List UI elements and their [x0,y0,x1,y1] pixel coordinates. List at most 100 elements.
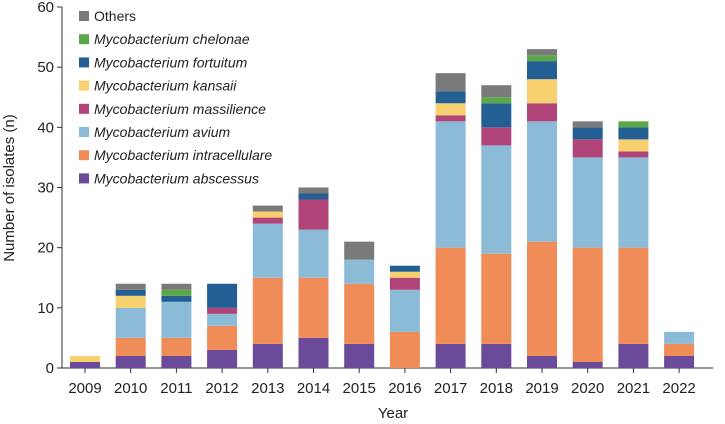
bar-segment [389,271,420,278]
legend-label: Mycobacterium chelonae [94,31,250,47]
bar-segment [115,289,146,296]
bar-segment [161,337,192,356]
legend-swatch [79,57,89,68]
x-tick-label: 2017 [434,380,467,397]
x-tick-label: 2019 [525,380,558,397]
bar-segment [481,253,512,344]
x-tick-label: 2021 [617,380,650,397]
bar-segment [664,331,695,344]
y-tick-label: 50 [37,59,54,76]
x-tick-label: 2015 [343,380,376,397]
bar-segment [527,49,557,56]
bar-segment [527,103,557,122]
bar-segment [252,211,283,218]
legend-swatch [79,127,89,137]
bar-segment [527,355,557,368]
bar-segment [161,295,192,302]
bar-segment [389,265,420,272]
legend-swatch [79,34,89,45]
bar-segment [481,145,512,254]
bar-segment [481,97,512,104]
bar-segment [115,295,146,308]
bar-segment [435,73,466,92]
bar-segment [435,121,466,248]
x-tick-label: 2009 [68,380,101,397]
y-tick-label: 20 [37,240,54,257]
x-tick-label: 2014 [297,380,330,397]
bar-segment [618,151,649,158]
x-tick-label: 2010 [114,380,147,397]
bar-segment [344,259,375,284]
legend-swatch [79,80,89,91]
x-tick-label: 2016 [388,380,421,397]
x-tick-label: 2020 [571,380,604,397]
bar-segment [527,121,557,242]
x-axis-title: Year [378,405,408,422]
bar-segment [572,247,603,362]
bar-segment [207,325,238,350]
bar-segment [207,283,238,308]
legend-label: Others [94,8,136,24]
bar-segment [161,301,192,338]
bar-segment [298,187,329,194]
legend-label: Mycobacterium intracellulare [94,147,272,163]
legend-swatch [79,173,89,184]
legend-label: Mycobacterium kansaii [94,78,237,94]
bar-segment [435,115,466,122]
bar-segment [481,127,512,146]
bar-segment [115,337,146,356]
bar-segment [572,139,603,158]
x-tick-label: 2013 [251,380,284,397]
bar-segment [572,361,603,368]
bar-segment [252,343,283,368]
legend-label: Mycobacterium abscessus [94,170,259,186]
bar-segment [664,343,695,356]
bar-segment [435,247,466,344]
axes: 0 10 20 30 40 50 60 2009 2010 2011 2012 2013 2014 201… [37,0,713,397]
bar-segment [207,349,238,368]
x-tick-label: 2011 [160,380,192,397]
bar-segment [481,85,512,98]
bar-segment [618,127,649,140]
legend-label: Mycobacterium fortuitum [94,54,248,70]
bar-segment [572,121,603,128]
legend-swatch [79,11,89,21]
bar-segment [527,79,557,104]
bar-segment [618,247,649,344]
bar-segment [252,223,283,278]
bar-segment [527,241,557,356]
bar-segment [527,61,557,80]
bar-segment [207,313,238,326]
bar-segment [115,283,146,290]
legend-label: Mycobacterium massilience [94,101,266,117]
legend-label: Mycobacterium avium [94,124,230,140]
x-tick-label: 2012 [205,380,238,397]
bar-segment [344,283,375,344]
legend-swatch [79,103,89,114]
bar-segment [527,55,557,62]
bar-segment [70,355,100,362]
bar-segment [344,343,375,368]
bar-segment [572,157,603,248]
y-tick-label: 0 [46,360,54,377]
bar-segment [298,277,329,338]
bar-segment [161,355,192,368]
bar-segment [298,199,329,230]
bar-segment [481,103,512,128]
bar-segment [572,127,603,140]
bar-segment [252,277,283,344]
bar-segment [252,205,283,212]
bar-segment [618,121,649,128]
bar-segment [389,331,420,368]
bar-segment [389,289,420,332]
bar-segment [115,307,146,338]
bar-segment [298,337,329,368]
bar-segment [435,103,466,116]
bar-segment [344,241,375,260]
bar-segment [161,283,192,290]
bar-segment [70,361,100,368]
bar-segment [481,343,512,368]
y-tick-label: 60 [37,0,54,16]
